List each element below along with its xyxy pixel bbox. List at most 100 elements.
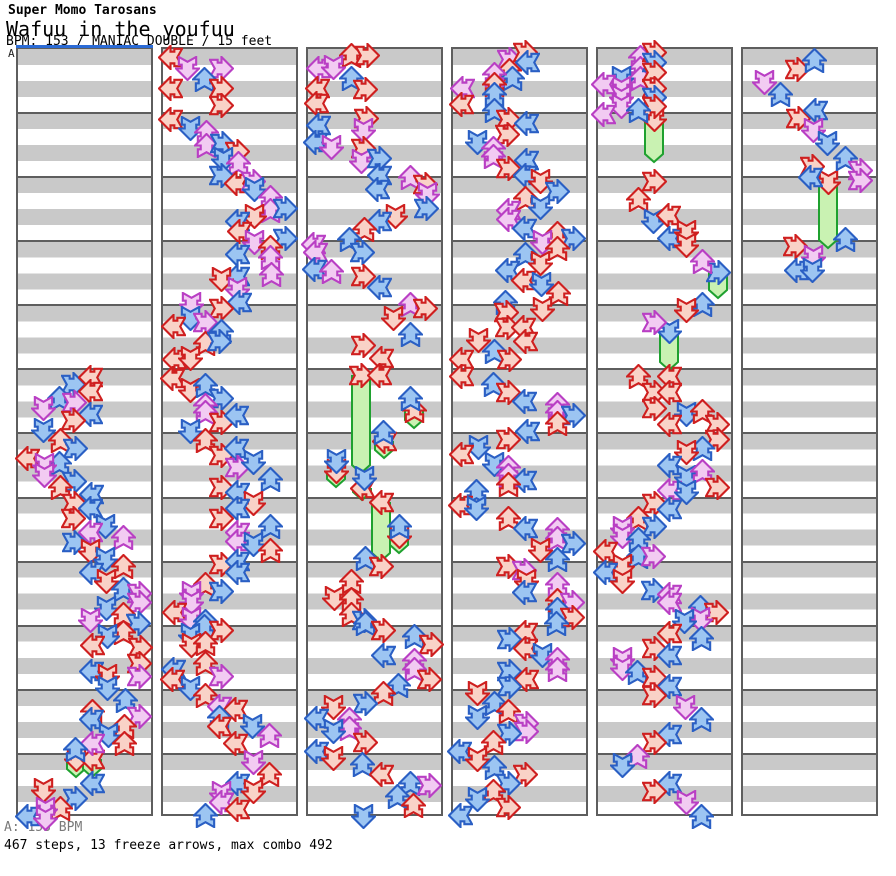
arrow-left-icon [157, 44, 183, 70]
arrow-right-icon [412, 295, 438, 321]
arrow-down-icon [77, 607, 103, 633]
arrow-down-icon [177, 115, 203, 141]
arrow-up-icon [256, 761, 282, 787]
measure-line [453, 496, 586, 499]
arrow-right-icon [350, 263, 376, 289]
arrow-down-icon [464, 680, 490, 706]
arrow-down-icon [94, 675, 120, 701]
arrow-right-icon [413, 195, 439, 221]
arrow-up-icon [257, 466, 283, 492]
arrow-up-icon [257, 537, 283, 563]
measure-line [743, 624, 876, 627]
arrow-up-icon [495, 505, 521, 531]
measure-line [598, 112, 731, 115]
arrow-right-icon [61, 389, 87, 415]
arrow-left-icon [592, 538, 618, 564]
measure-line [308, 432, 441, 435]
arrow-right-icon [496, 626, 522, 652]
arrow-down-icon [320, 718, 346, 744]
arrow-right-icon [418, 631, 444, 657]
arrow-left-icon [511, 467, 537, 493]
measure-line [163, 240, 296, 243]
arrow-up-icon [349, 751, 375, 777]
measure-line [18, 240, 151, 243]
arrow-down-icon [350, 117, 376, 143]
arrow-left-icon [370, 642, 396, 668]
measure-line [743, 688, 876, 691]
arrow-right-icon [641, 395, 667, 421]
measure-line [163, 688, 296, 691]
arrow-right-icon [352, 690, 378, 716]
arrow-left-icon [656, 496, 682, 522]
arrow-left-icon [656, 452, 682, 478]
arrow-left-icon [511, 215, 537, 241]
arrow-up-icon [480, 729, 506, 755]
arrow-left-icon [364, 176, 390, 202]
arrow-left-icon [157, 106, 183, 132]
arrow-left-icon [224, 495, 250, 521]
arrow-left-icon [79, 632, 105, 658]
arrow-down-icon [239, 713, 265, 739]
arrow-left-icon [368, 489, 394, 515]
measure-line [18, 176, 151, 179]
measure-line [598, 560, 731, 563]
arrow-left-icon [656, 477, 682, 503]
arrow-right-icon [496, 346, 522, 372]
measure-line [743, 304, 876, 307]
arrow-up-icon [544, 656, 570, 682]
measure-line [598, 752, 731, 755]
arrow-right-icon [494, 314, 520, 340]
arrow-right-icon [641, 168, 667, 194]
measure-line [743, 752, 876, 755]
arrow-up-icon [625, 97, 651, 123]
measure-line [598, 432, 731, 435]
arrow-left-icon [448, 441, 474, 467]
arrow-left-icon [655, 202, 681, 228]
arrow-down-icon [609, 568, 635, 594]
arrow-down-icon [673, 479, 699, 505]
measure-line [308, 304, 441, 307]
arrow-down-icon [527, 250, 553, 276]
arrow-left-icon [656, 589, 682, 615]
arrow-right-icon [349, 239, 375, 265]
arrow-down-icon [672, 694, 698, 720]
arrow-up-icon [351, 216, 377, 242]
measure-line [163, 112, 296, 115]
arrow-right-icon [352, 729, 378, 755]
arrow-left-icon [303, 705, 329, 731]
arrow-down-icon [673, 232, 699, 258]
arrow-down-icon [527, 168, 553, 194]
arrow-left-icon [224, 241, 250, 267]
freeze-arrow-body [818, 182, 838, 250]
measure-line [163, 368, 296, 371]
arrow-up-icon [688, 803, 714, 829]
measure-line [163, 432, 296, 435]
arrow-right-icon [416, 666, 442, 692]
arrow-up-icon [397, 385, 423, 411]
arrow-right-icon [208, 505, 234, 531]
measure-line [743, 432, 876, 435]
arrow-up-icon [256, 722, 282, 748]
arrow-right-icon [370, 617, 396, 643]
arrow-right-icon [641, 778, 667, 804]
arrow-down-icon [799, 257, 825, 283]
measure-line [598, 176, 731, 179]
arrow-right-icon [560, 225, 586, 251]
freeze-arrow-body [351, 375, 371, 475]
artist-title: Super Momo Tarosans [8, 3, 157, 18]
arrow-up-icon [370, 419, 396, 445]
arrow-up-icon [111, 730, 137, 756]
measure-line [18, 112, 151, 115]
arrow-left-icon [160, 313, 186, 339]
arrow-left-icon [223, 402, 249, 428]
arrow-left-icon [797, 164, 823, 190]
freeze-arrow-body [659, 331, 679, 372]
measure-line [453, 752, 586, 755]
arrow-up-icon [495, 471, 521, 497]
arrow-left-icon [446, 738, 472, 764]
measure-line [453, 240, 586, 243]
arrow-left-icon [802, 97, 828, 123]
arrow-up-icon [688, 625, 714, 651]
